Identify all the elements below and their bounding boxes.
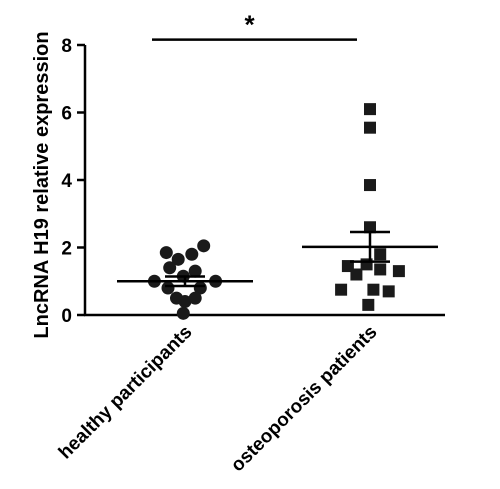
y-tick-label-6: 6 [61, 104, 72, 125]
significance-star: * [244, 10, 255, 40]
data-point-square [392, 265, 405, 278]
data-point-circle [171, 252, 185, 266]
data-point-square [362, 298, 375, 311]
data-point-square [335, 283, 348, 296]
data-point-circle [163, 261, 177, 275]
category-labels: healthy participants osteoporosis patien… [55, 322, 382, 476]
data-point-square [382, 285, 395, 298]
data-point-square [364, 103, 376, 116]
data-point-square [374, 248, 387, 261]
data-point-square [367, 283, 380, 296]
data-point-circle [159, 246, 173, 260]
data-point-square [364, 221, 376, 234]
data-point-circle [161, 281, 175, 295]
y-tick-label-4: 4 [61, 171, 72, 192]
data-point-square [364, 121, 376, 134]
data-point-circle [178, 295, 192, 308]
y-tick-label-8: 8 [61, 36, 72, 57]
significance-bracket: * [152, 10, 357, 41]
series-healthy [117, 239, 253, 320]
y-tick-label-2: 2 [61, 239, 72, 260]
data-point-square [364, 179, 376, 192]
series-osteoporosis [302, 103, 438, 311]
data-point-circle [176, 306, 190, 320]
data-point-circle [188, 291, 202, 305]
y-ticks: 0 2 4 6 8 [61, 36, 85, 327]
data-point-circle [185, 247, 199, 261]
category-label-healthy: healthy participants [55, 322, 197, 464]
y-axis-label: LncRNA H19 relative expression [31, 31, 53, 338]
data-point-square [350, 268, 363, 281]
y-axis: 0 2 4 6 8 [61, 36, 87, 327]
data-point-circle [197, 239, 211, 253]
data-point-circle [188, 264, 202, 278]
data-marks [117, 103, 438, 320]
data-point-square [374, 263, 387, 276]
category-label-osteoporosis: osteoporosis patients [227, 322, 381, 476]
y-tick-label-0: 0 [61, 306, 72, 327]
